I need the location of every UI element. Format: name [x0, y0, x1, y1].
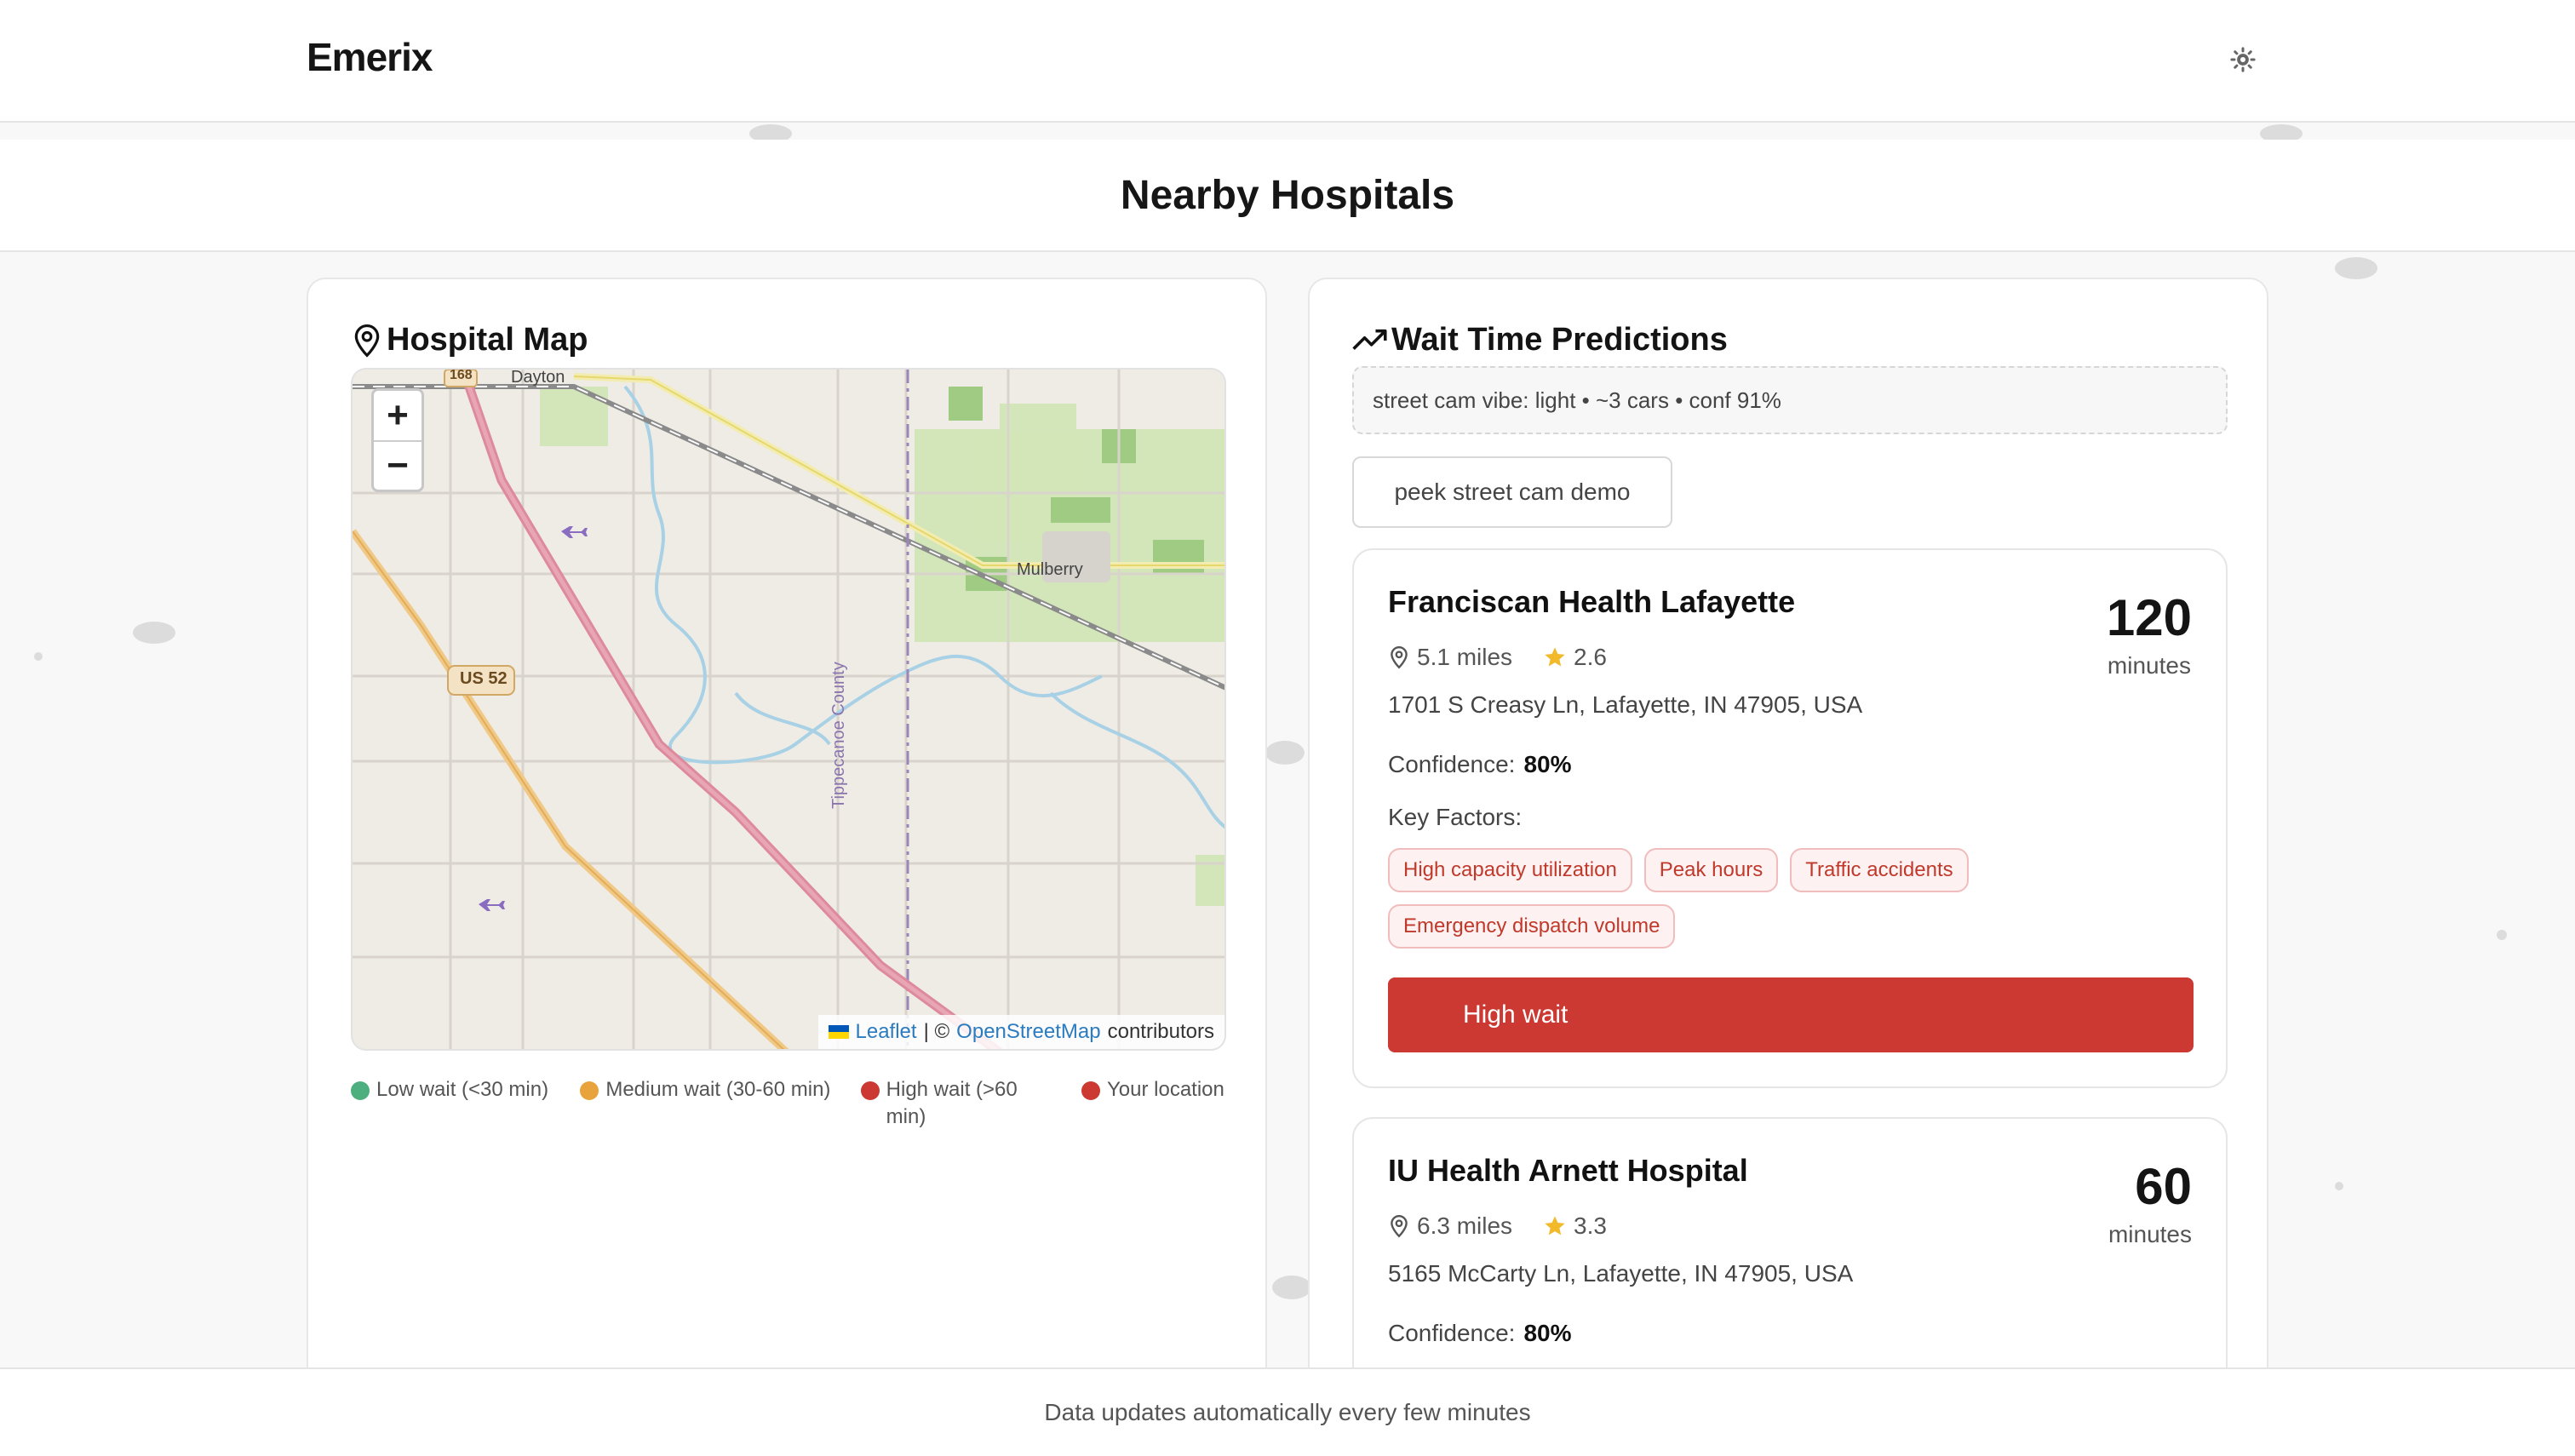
attribution-separator: | ©: [923, 1020, 950, 1043]
bg-dot: [2260, 124, 2303, 143]
predictions-card-title: Wait Time Predictions: [1391, 322, 1728, 358]
wait-time: 120 minutes: [2107, 589, 2192, 679]
legend-dot-red: [860, 1081, 880, 1100]
confidence-value: 80%: [1523, 751, 1572, 777]
map-label-route-2: 168: [450, 368, 473, 382]
hospital-map[interactable]: Dayton Mulberry US 52 168 Tippecanoe Cou…: [351, 368, 1226, 1051]
legend-dot-location: [1081, 1081, 1100, 1100]
hospital-rating: 2.6: [1574, 644, 1607, 670]
map-card-header: Hospital Map: [351, 322, 588, 358]
hospital-confidence: Confidence: 80%: [1388, 751, 1571, 778]
bg-dot: [2335, 1182, 2343, 1190]
hospital-name: Franciscan Health Lafayette: [1388, 584, 1796, 619]
bg-dot: [749, 124, 792, 143]
bg-dot: [34, 652, 43, 661]
map-label-mulberry: Mulberry: [1017, 560, 1083, 579]
hospital-rating: 3.3: [1574, 1212, 1607, 1239]
app-header: Emerix: [0, 0, 2575, 123]
bg-dot: [2335, 257, 2377, 279]
legend-label: Medium wait (30-60 min): [605, 1078, 831, 1101]
hospital-map-card: Hospital Map: [307, 278, 1267, 1410]
map-pin-icon: [1391, 645, 1408, 669]
app-footer: Data updates automatically every few min…: [0, 1367, 2575, 1456]
bg-dot: [2497, 930, 2507, 940]
legend-dot-green: [351, 1081, 370, 1100]
hospital-distance: 5.1 miles: [1417, 644, 1513, 670]
attribution-suffix: contributors: [1107, 1020, 1214, 1043]
confidence-label: Confidence:: [1388, 751, 1516, 777]
wait-time-unit: minutes: [2107, 652, 2191, 679]
factor-chip: Traffic accidents: [1790, 848, 1969, 892]
hospital-card[interactable]: Franciscan Health Lafayette 120 minutes …: [1352, 548, 2228, 1088]
map-pin-icon: [354, 324, 380, 358]
confidence-label: Confidence:: [1388, 1320, 1516, 1346]
wait-predictions-card: Wait Time Predictions street cam vibe: l…: [1308, 278, 2268, 1410]
map-zoom-control: + −: [371, 388, 424, 492]
map-tiles[interactable]: [353, 370, 1226, 1051]
hospital-name: IU Health Arnett Hospital: [1388, 1153, 1748, 1188]
bg-dot: [1272, 1275, 1311, 1299]
theme-toggle-button[interactable]: [2226, 43, 2260, 77]
wait-status-button[interactable]: High wait: [1388, 977, 2194, 1052]
map-card-title: Hospital Map: [387, 322, 588, 358]
legend-medium-wait: Medium wait (30-60 min): [580, 1076, 835, 1131]
star-icon: [1545, 647, 1565, 667]
gear-icon: [2230, 47, 2256, 72]
map-label-dayton: Dayton: [511, 368, 565, 387]
brand-logo[interactable]: Emerix: [307, 35, 433, 79]
confidence-value: 80%: [1523, 1320, 1572, 1346]
factor-chip: High capacity utilization: [1388, 848, 1632, 892]
page-title-band: Nearby Hospitals: [0, 140, 2575, 252]
leaflet-link[interactable]: Leaflet: [855, 1020, 917, 1043]
peek-street-cam-button[interactable]: peek street cam demo: [1352, 456, 1672, 528]
legend-your-location: Your location: [1081, 1076, 1226, 1131]
hospital-address: 5165 McCarty Ln, Lafayette, IN 47905, US…: [1388, 1260, 1854, 1287]
footer-text: Data updates automatically every few min…: [1044, 1399, 1531, 1425]
zoom-in-button[interactable]: +: [387, 394, 409, 436]
hospital-distance: 6.3 miles: [1417, 1212, 1513, 1239]
factor-chip: Emergency dispatch volume: [1388, 904, 1676, 949]
legend-high-wait: High wait (>60 min): [860, 1076, 1057, 1131]
osm-link[interactable]: OpenStreetMap: [956, 1020, 1101, 1043]
page-title: Nearby Hospitals: [1120, 172, 1455, 218]
wait-time-unit: minutes: [2108, 1221, 2192, 1247]
wait-time: 60 minutes: [2108, 1158, 2192, 1248]
hospital-address: 1701 S Creasy Ln, Lafayette, IN 47905, U…: [1388, 691, 1863, 718]
hospital-card[interactable]: IU Health Arnett Hospital 60 minutes 6.3…: [1352, 1117, 2228, 1408]
zoom-out-button[interactable]: −: [374, 440, 422, 490]
map-legend: Low wait (<30 min) Medium wait (30-60 mi…: [351, 1076, 1226, 1131]
factor-chip: Peak hours: [1643, 848, 1779, 892]
bg-dot: [1265, 741, 1305, 765]
key-factors-label: Key Factors:: [1388, 804, 1523, 830]
star-icon: [1545, 1216, 1565, 1235]
street-cam-vibe: street cam vibe: light • ~3 cars • conf …: [1352, 366, 2228, 434]
wait-time-value: 120: [2106, 589, 2192, 646]
hospital-meta: 5.1 miles 2.6: [1388, 644, 1607, 671]
map-label-route: US 52: [460, 669, 508, 688]
ukraine-flag-icon: [828, 1025, 849, 1039]
map-label-county: Tippecanoe County: [829, 662, 848, 809]
legend-low-wait: Low wait (<30 min): [351, 1076, 555, 1131]
hospital-confidence: Confidence: 80%: [1388, 1320, 1571, 1347]
legend-label: Your location: [1106, 1078, 1224, 1101]
legend-label: Low wait (<30 min): [376, 1078, 549, 1101]
bg-dot: [133, 622, 175, 644]
map-pin-icon: [1391, 1214, 1408, 1238]
trending-up-icon: [1352, 329, 1387, 350]
predictions-card-header: Wait Time Predictions: [1352, 322, 1728, 358]
map-attribution: Leaflet | © OpenStreetMap contributors: [817, 1015, 1224, 1049]
legend-dot-orange: [580, 1081, 599, 1100]
wait-time-value: 60: [2135, 1158, 2192, 1215]
legend-label: High wait (>60 min): [886, 1078, 1018, 1128]
key-factors-list: High capacity utilization Peak hours Tra…: [1388, 848, 2035, 949]
hospital-meta: 6.3 miles 3.3: [1388, 1212, 1607, 1240]
